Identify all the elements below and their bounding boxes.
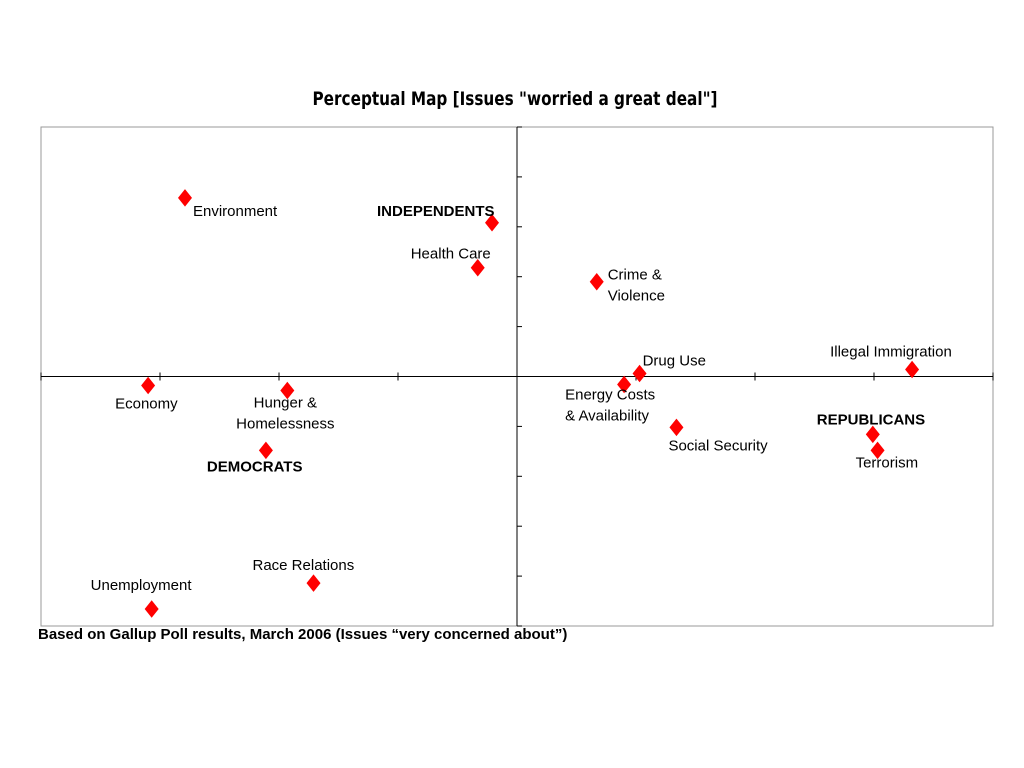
point-label: Illegal Immigration — [830, 344, 952, 361]
point-label: Crime & Violence — [608, 267, 665, 305]
point-label: INDEPENDENTS — [377, 203, 495, 220]
point-label: Social Security — [668, 437, 768, 454]
point — [141, 376, 156, 395]
point — [144, 600, 159, 618]
point-label: DEMOCRATS — [207, 458, 303, 475]
point-label: Energy Costs & Availability — [565, 386, 655, 424]
point-label: Drug Use — [643, 353, 706, 370]
point — [905, 360, 920, 379]
point — [258, 441, 273, 460]
point-label: Health Care — [411, 246, 491, 263]
point-label: Unemployment — [91, 577, 193, 594]
point — [470, 258, 485, 277]
point-label: Race Relations — [253, 557, 355, 574]
chart-title: Perceptual Map [Issues "worried a great … — [313, 88, 718, 110]
point — [870, 441, 885, 460]
point-label: REPUBLICANS — [817, 411, 925, 428]
point — [589, 272, 604, 291]
point — [865, 425, 880, 444]
point — [306, 574, 321, 592]
point-label: Hunger & Homelessness — [236, 394, 334, 432]
point-label: Environment — [193, 203, 278, 220]
point — [177, 189, 192, 207]
point — [280, 381, 295, 400]
point — [617, 375, 632, 394]
point — [485, 214, 500, 232]
point-label: Economy — [115, 395, 178, 412]
point — [669, 418, 684, 437]
footnote: Based on Gallup Poll results, March 2006… — [38, 626, 567, 643]
point — [632, 364, 647, 383]
point-label: Terrorism — [856, 454, 919, 471]
